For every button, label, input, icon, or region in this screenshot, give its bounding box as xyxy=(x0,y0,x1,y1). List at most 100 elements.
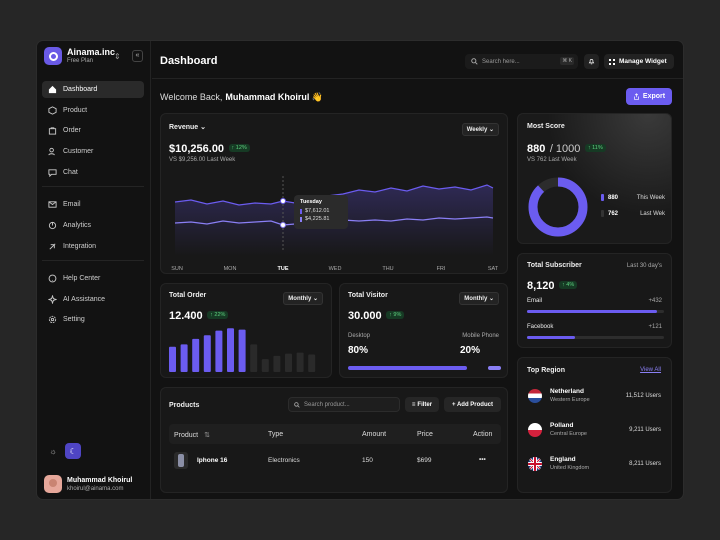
day-label-active: TUE xyxy=(277,266,289,272)
subscriber-label: Total Subscriber xyxy=(527,262,582,269)
total-visitor-period-select[interactable]: Monthly ⌄ xyxy=(459,292,499,305)
product-search-input[interactable]: Search product... xyxy=(288,397,400,412)
total-order-label: Total Order xyxy=(169,292,207,299)
sidebar-item-label: Help Center xyxy=(63,275,101,282)
sparkle-icon xyxy=(48,295,57,304)
collapse-sidebar-button[interactable]: « xyxy=(132,50,143,62)
point-marker[interactable] xyxy=(280,198,286,204)
tooltip-day: Tuesday xyxy=(300,199,322,205)
sidebar-item-chat[interactable]: Chat xyxy=(42,164,144,181)
link-icon xyxy=(48,242,57,251)
search-input[interactable]: Search here... ⌘ K xyxy=(465,54,578,69)
revenue-dropdown[interactable]: Revenue ⌄ xyxy=(169,123,206,131)
revenue-compare: VS $9,256.00 Last Week xyxy=(169,157,236,163)
subscriber-change-badge: ↑ 4% xyxy=(558,280,578,289)
last-week-value: 762 xyxy=(608,210,619,217)
tooltip-value-2: $4,225.81 xyxy=(305,216,330,222)
top-region-card: Top Region View All Netherland Western Eu… xyxy=(517,357,672,493)
sidebar-item-customer[interactable]: Customer xyxy=(42,143,144,160)
welcome-name: Muhammad Khoirul xyxy=(225,92,310,102)
most-score-card: Most Score 880 / 1000 ↑ 11% VS 762 Last … xyxy=(517,113,672,244)
view-all-link[interactable]: View All xyxy=(640,367,661,373)
sidebar-item-label: Customer xyxy=(63,148,94,155)
mobile-percent: 20% xyxy=(460,345,481,356)
revenue-period-select[interactable]: Weekly ⌄ xyxy=(461,123,499,136)
order-bar xyxy=(180,344,188,372)
chevron-updown-icon[interactable]: ⇕ xyxy=(114,52,121,61)
sidebar-item-label: Analytics xyxy=(63,222,92,229)
sort-icon: ⇅ xyxy=(204,432,210,439)
sidebar-item-product[interactable]: Product xyxy=(42,102,144,119)
revenue-value: $10,256.00 xyxy=(169,143,225,155)
day-label: THU xyxy=(382,266,394,272)
facebook-progress-fill xyxy=(527,336,575,339)
region-sub: United Kingdom xyxy=(550,465,590,471)
sidebar-item-label: Integration xyxy=(63,243,97,250)
product-thumbnail xyxy=(174,452,188,469)
order-bar xyxy=(285,353,292,372)
column-header-product[interactable]: Product ⇅ xyxy=(174,431,210,439)
sidebar-item-ai[interactable]: AI Assistance xyxy=(42,291,144,308)
region-name: Netherland xyxy=(550,388,584,395)
order-bar xyxy=(169,346,176,372)
region-users: 8,211 Users xyxy=(629,461,661,467)
product-amount: 150 xyxy=(362,457,373,464)
sun-icon[interactable]: ☼ xyxy=(49,446,57,456)
region-item[interactable]: England United Kingdom xyxy=(528,456,589,471)
wave-icon: 👋 xyxy=(311,92,324,102)
sidebar-item-label: Order xyxy=(63,127,81,134)
order-bar xyxy=(215,330,223,372)
most-score-value: 880 xyxy=(527,143,546,155)
column-header-type: Type xyxy=(268,431,284,438)
add-product-button[interactable]: + Add Product xyxy=(444,397,501,412)
column-header-action: Action xyxy=(473,431,493,438)
table-header xyxy=(169,424,501,444)
region-users: 11,512 Users xyxy=(625,393,661,399)
export-icon xyxy=(633,93,639,100)
desktop-percent: 80% xyxy=(348,345,369,356)
filter-button[interactable]: ≡ Filter xyxy=(405,397,439,412)
day-label: SAT xyxy=(487,266,499,272)
sidebar-item-order[interactable]: Order xyxy=(42,122,144,139)
search-placeholder: Search here... xyxy=(482,58,520,65)
box-icon xyxy=(48,106,57,115)
sidebar-item-email[interactable]: Email xyxy=(42,196,144,213)
sidebar-item-dashboard[interactable]: Dashboard xyxy=(42,81,144,98)
total-order-period: Monthly xyxy=(288,296,312,302)
export-button[interactable]: Export xyxy=(626,88,672,105)
user-email: khoirul@ainama.com xyxy=(67,485,124,492)
order-bar xyxy=(273,355,281,372)
sidebar-item-setting[interactable]: Setting xyxy=(42,311,144,328)
manage-widget-button[interactable]: Manage Widget xyxy=(604,54,674,69)
notification-button[interactable] xyxy=(584,54,599,69)
sidebar-item-help[interactable]: Help Center xyxy=(42,270,144,287)
uk-flag-icon xyxy=(528,456,542,471)
region-item[interactable]: Polland Central Europe xyxy=(528,422,587,437)
most-score-total: / 1000 xyxy=(549,143,581,155)
tooltip-value-1: $7,612.01 xyxy=(305,208,330,214)
email-progress-fill xyxy=(527,310,658,313)
sidebar-item-label: Product xyxy=(63,107,88,114)
total-order-value: 12.400 xyxy=(169,310,203,322)
order-bar xyxy=(296,352,304,372)
moon-icon[interactable]: ☾ xyxy=(65,443,81,459)
sidebar-item-integration[interactable]: Integration xyxy=(42,238,144,255)
user-profile[interactable]: Muhammad Khoirul khoirul@ainama.com xyxy=(44,475,132,493)
mobile-bar xyxy=(488,366,501,370)
workspace-switcher[interactable]: Ainama.inc Free Plan xyxy=(44,47,115,65)
theme-toggle: ☼ ☾ xyxy=(45,443,81,459)
sidebar-item-analytics[interactable]: Analytics xyxy=(42,217,144,234)
brand-plan: Free Plan xyxy=(67,58,94,64)
sidebar-item-label: Email xyxy=(63,201,81,208)
point-marker[interactable] xyxy=(280,222,286,228)
region-item[interactable]: Netherland Western Europe xyxy=(528,388,590,403)
search-shortcut: ⌘ K xyxy=(560,57,574,65)
chat-icon xyxy=(48,168,57,177)
more-actions-button[interactable]: ••• xyxy=(479,456,486,463)
total-order-period-select[interactable]: Monthly ⌄ xyxy=(283,292,323,305)
manage-widget-label: Manage Widget xyxy=(619,58,667,65)
most-score-compare: VS 762 Last Week xyxy=(527,157,577,163)
column-header-amount: Amount xyxy=(362,431,387,438)
page-title: Dashboard xyxy=(160,55,218,67)
desktop-bar xyxy=(348,366,468,370)
